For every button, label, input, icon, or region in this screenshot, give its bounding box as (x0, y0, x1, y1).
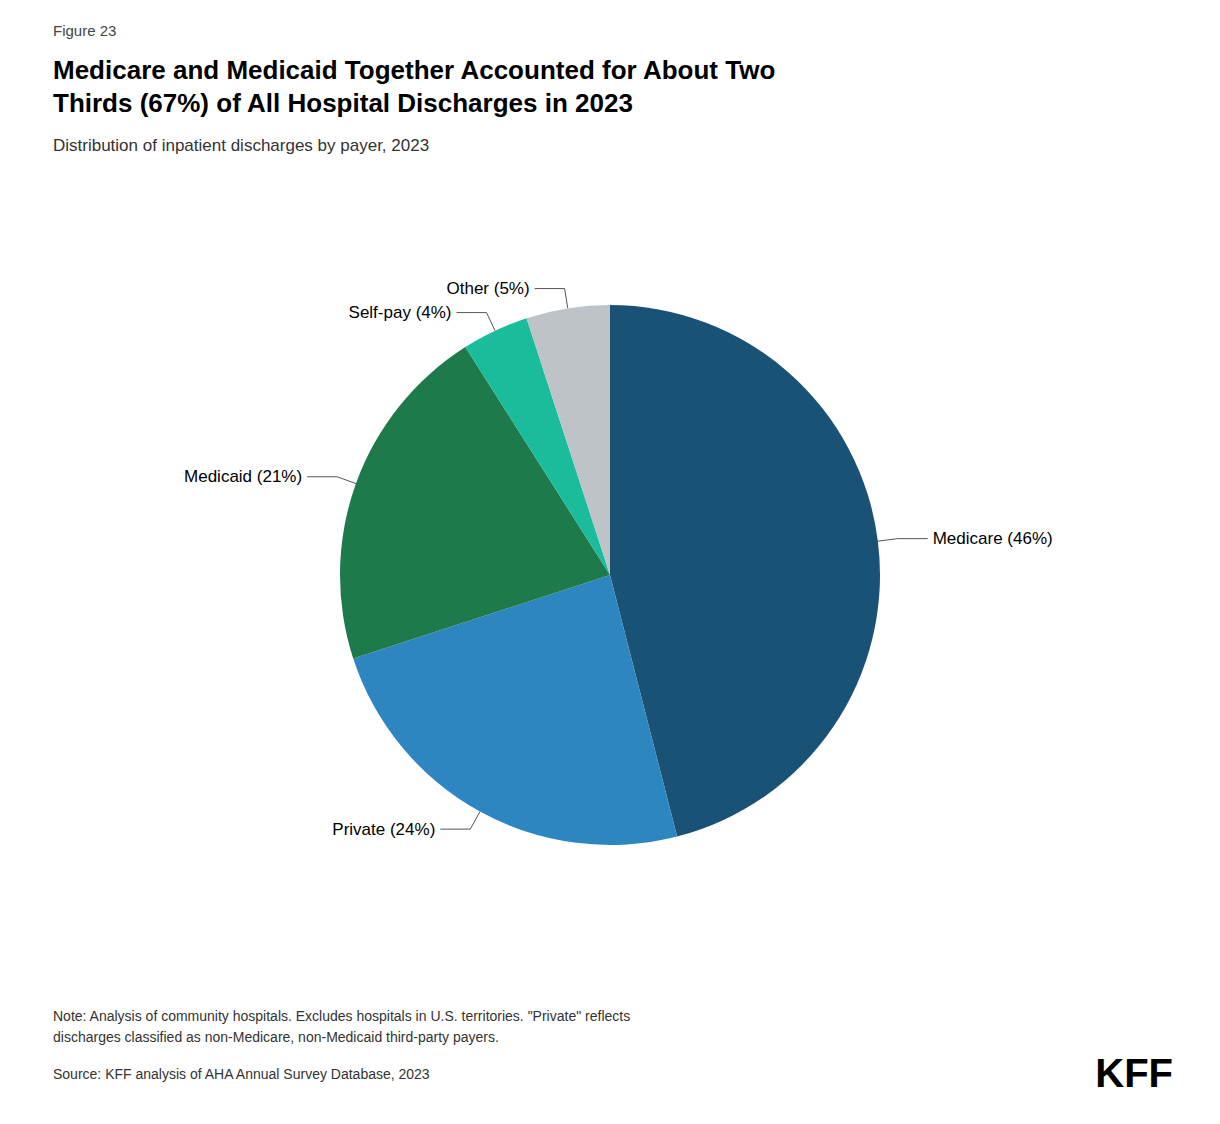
svg-text:Figure 23: Figure 23 (53, 22, 116, 39)
svg-text:KFF: KFF (1095, 1051, 1173, 1095)
svg-text:discharges classified as non-M: discharges classified as non-Medicare, n… (53, 1029, 499, 1045)
svg-text:Self-pay (4%): Self-pay (4%) (349, 303, 452, 322)
svg-text:Other (5%): Other (5%) (446, 279, 529, 298)
svg-text:Medicaid (21%): Medicaid (21%) (184, 467, 302, 486)
svg-text:Source: KFF analysis of AHA An: Source: KFF analysis of AHA Annual Surve… (53, 1066, 430, 1082)
svg-text:Distribution of inpatient disc: Distribution of inpatient discharges by … (53, 136, 429, 155)
svg-text:Thirds (67%) of All Hospital D: Thirds (67%) of All Hospital Discharges … (53, 88, 633, 118)
svg-text:Private (24%): Private (24%) (332, 820, 435, 839)
svg-text:Medicare and Medicaid Together: Medicare and Medicaid Together Accounted… (53, 55, 775, 85)
svg-text:Note: Analysis of community ho: Note: Analysis of community hospitals. E… (53, 1008, 630, 1024)
svg-text:Medicare (46%): Medicare (46%) (933, 529, 1053, 548)
